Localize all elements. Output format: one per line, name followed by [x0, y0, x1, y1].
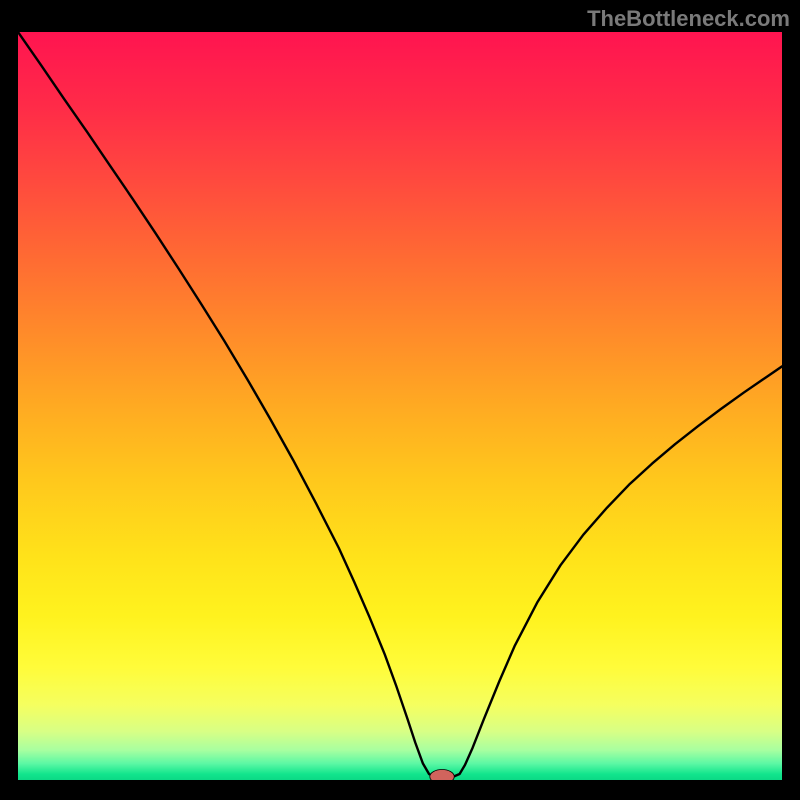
gradient-background — [18, 32, 782, 780]
plot-svg — [18, 32, 782, 780]
plot-area — [18, 32, 782, 780]
watermark-text: TheBottleneck.com — [587, 6, 790, 32]
